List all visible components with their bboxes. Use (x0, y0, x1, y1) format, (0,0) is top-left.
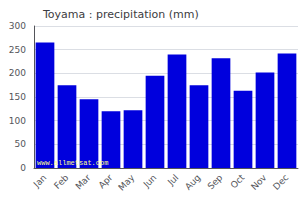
svg-text:Dec: Dec (271, 172, 290, 191)
svg-text:May: May (116, 172, 137, 193)
svg-text:Nov: Nov (249, 172, 269, 192)
svg-text:Oct: Oct (228, 172, 246, 190)
svg-text:150: 150 (9, 92, 26, 102)
svg-text:www.allmetsat.com: www.allmetsat.com (37, 159, 108, 167)
svg-text:Jun: Jun (141, 172, 159, 190)
svg-text:50: 50 (15, 139, 27, 149)
svg-text:200: 200 (9, 68, 26, 78)
svg-text:Jul: Jul (165, 172, 180, 187)
svg-text:250: 250 (9, 45, 26, 55)
svg-text:Apr: Apr (96, 172, 114, 190)
svg-text:Aug: Aug (183, 172, 202, 191)
svg-text:Feb: Feb (52, 172, 71, 191)
svg-text:0: 0 (20, 163, 26, 173)
svg-text:Sep: Sep (205, 172, 224, 191)
svg-text:100: 100 (9, 116, 26, 126)
svg-text:300: 300 (9, 21, 26, 31)
svg-text:Jan: Jan (31, 172, 49, 190)
svg-text:Mar: Mar (73, 172, 92, 191)
svg-text:Toyama : precipitation (mm): Toyama : precipitation (mm) (42, 8, 199, 21)
